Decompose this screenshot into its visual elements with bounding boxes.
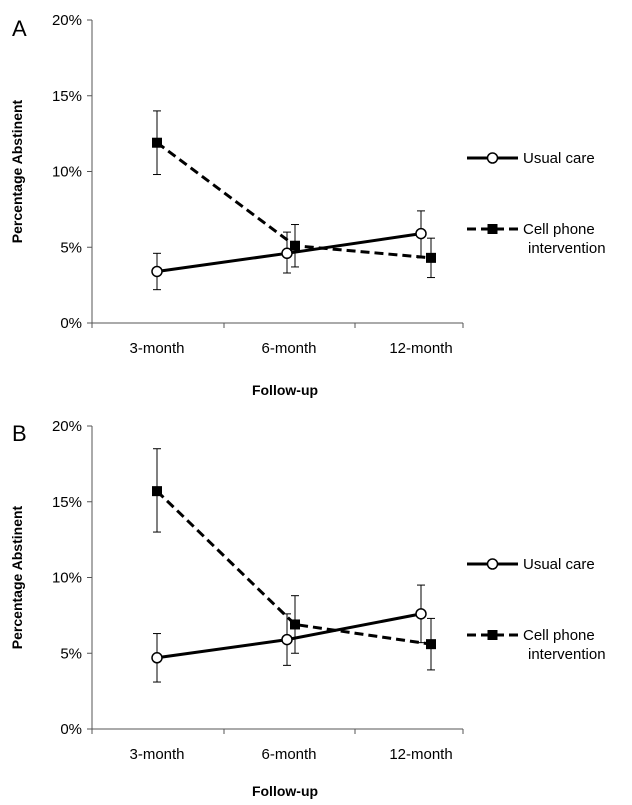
y-tick-label: 0% [60, 315, 82, 332]
legend-label: Usual care [523, 150, 595, 167]
series-cell-phone-intervention [152, 110, 436, 279]
x-tick-label: 12-month [389, 746, 452, 763]
y-tick-label: 10% [52, 570, 82, 587]
y-tick-label: 20% [52, 12, 82, 29]
legend-marker-circle [486, 152, 499, 164]
legend-marker-circle [486, 558, 499, 570]
x-tick-label: 6-month [261, 746, 316, 763]
x-axis-title: Follow-up [252, 783, 318, 799]
legend-entry: Usual care [467, 150, 595, 167]
data-point-square [426, 252, 436, 263]
legend-label-line: intervention [528, 240, 606, 257]
panel-label: B [12, 421, 27, 446]
legend-marker-square [487, 224, 498, 234]
data-point-square [152, 486, 162, 497]
x-tick-label: 3-month [129, 340, 184, 357]
legend-label-line: Cell phone [523, 221, 595, 238]
y-tick-label: 15% [52, 494, 82, 511]
legend-label: Usual care [523, 556, 595, 573]
legend-label-line: Cell phone [523, 627, 595, 644]
legend-label-line: intervention [528, 646, 606, 663]
data-point-circle [415, 227, 427, 240]
y-tick-label: 15% [52, 88, 82, 105]
legend-label: Cell phone intervention [523, 627, 606, 663]
legend-marker-square [487, 630, 498, 640]
series-line [155, 490, 432, 646]
data-point-square [426, 639, 436, 650]
chart-panel-b: B 0% 5% 10% 15% 20% 3-month 6-month 12-month Foll… [9, 418, 606, 799]
data-point-circle [151, 265, 163, 278]
data-point-circle [151, 652, 163, 664]
x-tick-label: 12-month [389, 340, 452, 357]
legend-label: Cell phone intervention [523, 221, 606, 257]
data-point-circle [281, 247, 293, 260]
panel-label: A [12, 16, 27, 41]
data-point-square [290, 619, 300, 630]
chart-panel-a: A 0% 5% 10% 15% 20% 3-month 6-month 12-month Foll… [9, 12, 606, 398]
legend-entry: Usual care [467, 556, 595, 573]
data-point-circle [415, 608, 427, 620]
series-usual-care [151, 210, 427, 291]
y-axis-title: Percentage Abstinent [9, 99, 25, 243]
y-tick-label: 20% [52, 418, 82, 435]
y-tick-label: 0% [60, 721, 82, 738]
series-cell-phone-intervention [152, 448, 436, 671]
series-line [156, 141, 432, 260]
y-tick-label: 10% [52, 164, 82, 181]
legend-entry: Cell phone intervention [467, 627, 606, 663]
data-point-square [152, 137, 162, 148]
x-axis-title: Follow-up [252, 382, 318, 398]
series-usual-care [151, 584, 427, 683]
y-axis-title: Percentage Abstinent [9, 505, 25, 649]
y-tick-label: 5% [60, 239, 82, 256]
legend-entry: Cell phone intervention [467, 221, 606, 257]
data-point-square [290, 240, 300, 251]
data-point-circle [281, 633, 293, 646]
x-tick-label: 6-month [261, 340, 316, 357]
x-tick-label: 3-month [129, 746, 184, 763]
y-tick-label: 5% [60, 645, 82, 662]
